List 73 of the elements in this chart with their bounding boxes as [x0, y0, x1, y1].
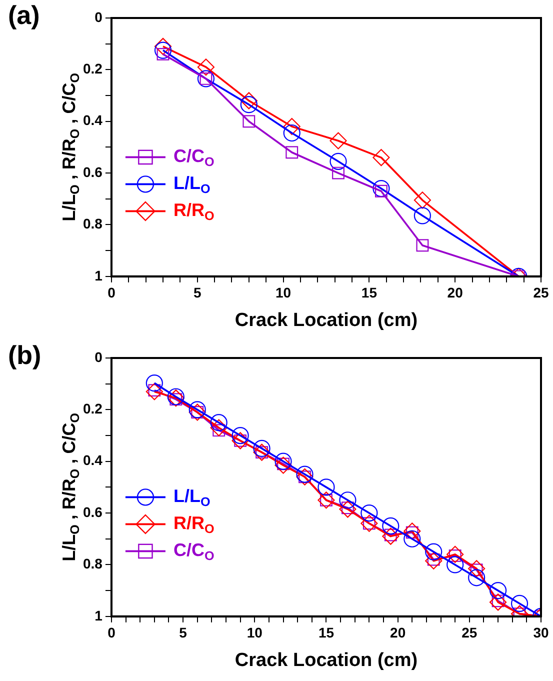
y-axis-title: L/LO , R/RO , C/CO: [58, 412, 82, 562]
x-axis-title: Crack Location (cm): [234, 650, 418, 671]
point: [425, 543, 442, 560]
x-tick-label: 30: [533, 624, 549, 641]
y-tick-label: 0.6: [82, 504, 103, 520]
y-tick-label: 0.8: [82, 556, 103, 572]
point: [425, 552, 442, 570]
point: [372, 148, 390, 166]
point: [286, 146, 298, 159]
point: [242, 115, 256, 128]
point: [360, 504, 378, 522]
y-axis-title: L/LO , R/RO , C/CO: [58, 72, 82, 222]
point: [330, 152, 347, 170]
point: [414, 207, 431, 224]
chart-title: (b): [8, 340, 42, 370]
chart-title: (a): [8, 0, 40, 30]
x-axis-title: Crack Location (cm): [234, 310, 418, 331]
y-tick-label: 0: [94, 348, 103, 365]
point: [232, 426, 249, 444]
point: [240, 92, 258, 110]
point: [404, 522, 421, 540]
y-tick-label: 1: [94, 607, 103, 624]
point: [372, 180, 390, 198]
y-tick-label: 0.2: [82, 400, 103, 417]
point: [382, 517, 400, 535]
point: [489, 582, 507, 600]
point: [446, 556, 464, 574]
y-tick-label: 0.4: [82, 112, 103, 128]
point: [253, 440, 270, 457]
x-tick-label: 25: [462, 624, 478, 641]
point: [210, 419, 228, 436]
point: [210, 414, 228, 432]
point: [489, 594, 507, 611]
point: [197, 58, 215, 76]
y-tick-label: 0.8: [82, 216, 103, 232]
point: [468, 560, 486, 578]
x-tick-label: 10: [246, 624, 263, 641]
point: [154, 42, 172, 59]
point: [510, 594, 528, 612]
x-tick-label: 15: [318, 624, 334, 641]
point: [446, 546, 464, 563]
point: [154, 38, 172, 55]
x-tick-label: 0: [108, 624, 116, 641]
x-tick-label: 10: [275, 284, 292, 301]
y-tick-label: 0.4: [82, 452, 103, 468]
x-tick-label: 20: [390, 624, 406, 641]
x-tick-label: 5: [179, 624, 188, 641]
point: [146, 374, 163, 392]
point: [283, 118, 300, 136]
point: [332, 166, 344, 180]
point: [416, 239, 429, 252]
point: [339, 500, 356, 518]
x-tick-label: 25: [533, 284, 549, 301]
point: [468, 569, 486, 586]
y-tick-label: 0.2: [82, 60, 103, 77]
point: [339, 492, 356, 509]
x-tick-label: 20: [447, 284, 464, 301]
point: [274, 456, 292, 474]
x-tick-label: 15: [361, 284, 378, 301]
point: [382, 528, 400, 545]
point: [414, 192, 431, 209]
point: [274, 452, 292, 470]
y-tick-label: 0.6: [82, 164, 103, 180]
point: [404, 530, 421, 548]
point: [283, 124, 300, 142]
point: [318, 478, 335, 496]
x-tick-label: 5: [193, 284, 202, 301]
y-tick-label: 0: [94, 8, 103, 25]
x-tick-label: 0: [108, 284, 116, 301]
point: [240, 96, 258, 114]
point: [146, 383, 163, 400]
y-tick-label: 1: [94, 267, 103, 284]
point: [330, 132, 347, 150]
